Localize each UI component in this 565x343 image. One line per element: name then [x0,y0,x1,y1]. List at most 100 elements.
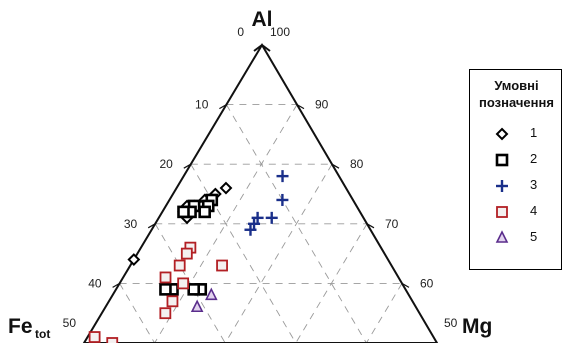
legend-label: 1 [530,125,538,140]
tick-mark-right [296,104,305,110]
data-point-series-4 [180,247,193,260]
square-marker-shape [198,205,211,219]
legend-label: 3 [530,177,538,192]
square-marker-shape [159,271,172,284]
data-point-series-4 [159,271,172,284]
vertex-label-right: Mg [462,315,492,338]
diamond-marker-shape [219,181,233,195]
square-marker-shape [496,206,508,218]
tick-label-left: 30 [124,217,138,231]
tick-label-left: 10 [195,98,209,112]
tick-labels: 0 10 20 30 40 50 100 90 80 70 60 50 [63,25,458,330]
data-point-series-3 [265,211,278,224]
data-point-series-4 [106,337,119,343]
legend-item: 2 [470,150,563,170]
data-point-series-1 [219,181,233,195]
legend-label: 2 [530,151,538,166]
triangle-marker-shape [495,230,509,243]
square-marker-shape [216,259,228,272]
square-marker-shape [495,153,509,167]
legend-marker [495,127,509,141]
data-point-series-1 [127,253,141,266]
data-point-series-4 [173,259,186,272]
legend-title-line1: Умовні [494,78,539,93]
data-point-series-5 [190,299,204,313]
grid-line-fe-20 [190,163,297,343]
legend-marker [496,206,508,218]
tick-mark-left [112,282,120,288]
triangle-marker-shape [190,299,204,313]
square-marker-shape [166,295,179,308]
legend-title-line2: позначення [479,95,554,110]
legend-item: 4 [470,202,563,222]
square-marker-shape [177,277,190,290]
data-points [88,170,289,343]
tick-label-right: 60 [420,276,434,290]
data-point-series-2 [187,283,200,296]
legend-symbol [496,180,508,192]
data-point-series-3 [276,170,289,183]
square-marker-shape [173,259,186,272]
triangle-frame [82,43,439,343]
apex-tick-left [253,44,263,52]
data-point-series-4 [216,259,228,272]
legend-label: 5 [530,229,538,244]
legend-label: 4 [530,203,538,218]
tick-label-right: 70 [385,217,399,231]
data-point-series-4 [166,295,179,308]
legend-item: 3 [470,176,563,196]
legend-item: 1 [470,124,563,144]
data-point-series-4 [177,277,190,290]
tick-label-right: 90 [315,98,329,112]
tick-label-right: 100 [270,25,290,39]
vertex-label-left: Fe [8,315,33,338]
triangle-marker-shape [205,287,218,301]
tick-label-right: 50 [444,316,458,330]
tick-mark-left [183,163,192,169]
legend-symbol [495,153,509,167]
diamond-marker-shape [495,127,509,141]
vertex-label-top: Al [252,8,273,31]
data-point-series-5 [205,287,218,301]
legend-symbol [495,230,509,243]
data-point-series-2 [177,205,190,219]
data-point-series-3 [276,193,289,206]
tick-label-left: 50 [63,316,77,330]
tick-label-left: 0 [237,25,244,39]
apex-tick-right [261,44,271,52]
triangle-outline [82,43,439,343]
tick-label-right: 80 [350,157,364,171]
tick-mark-right [401,282,410,288]
square-marker-shape [106,337,119,343]
grid-lines [119,104,403,343]
legend-marker [495,153,509,167]
square-marker-shape [88,331,101,343]
grid-line-mg-40 [366,283,403,343]
data-point-series-2 [198,205,211,219]
tick-mark-left [147,223,156,229]
data-point-series-4 [88,331,101,343]
grid-line-mg-20 [224,163,333,343]
legend-marker [495,230,509,243]
data-point-series-2 [159,283,172,296]
tick-label-left: 40 [88,276,102,290]
data-point-series-3 [244,223,257,236]
legend-item: 5 [470,228,563,248]
tick-mark-left [219,104,227,110]
legend: Умовні позначення 1 2 3 4 5 [469,69,562,270]
legend-marker [496,180,508,192]
tick-label-left: 20 [159,157,173,171]
legend-symbol [496,206,508,218]
square-marker-shape [159,283,172,296]
square-marker-shape [187,283,200,296]
legend-symbol [495,127,509,141]
grid-line-fe-40 [119,283,155,343]
square-marker-shape [159,307,172,320]
tick-mark-right [366,223,375,229]
vertex-label-left-subscript: tot [35,327,50,341]
square-marker-shape [177,205,190,219]
tick-mark-right [331,163,340,169]
diamond-marker-shape [127,253,141,266]
data-point-series-4 [159,307,172,320]
